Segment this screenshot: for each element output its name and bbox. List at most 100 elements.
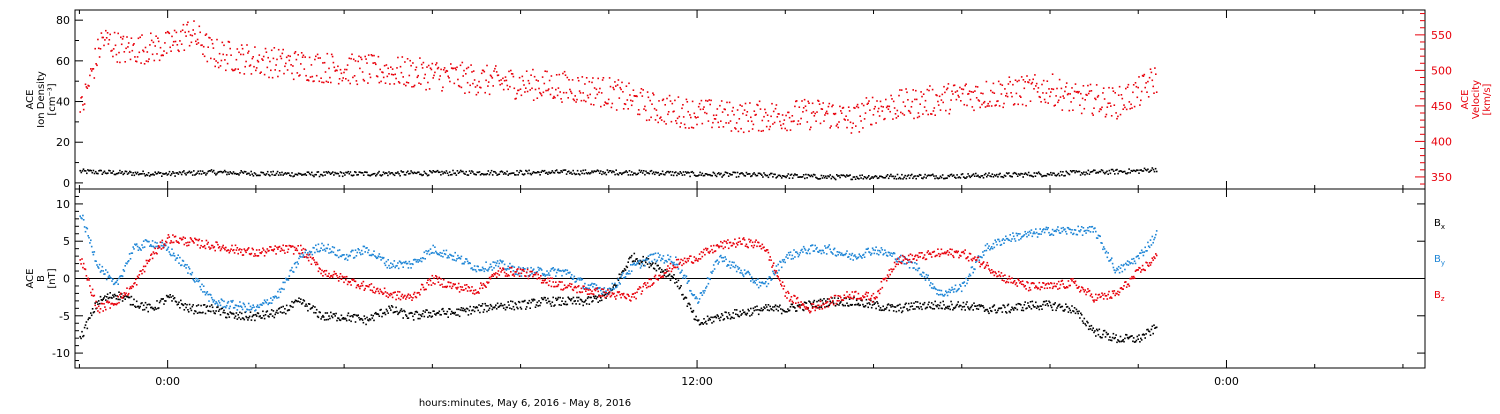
field-bz-point: [126, 287, 128, 289]
field-by-point: [1046, 227, 1048, 229]
velocity-point: [957, 90, 959, 92]
velocity-point: [349, 83, 351, 85]
field-bx-point: [370, 319, 372, 321]
field-by-point: [266, 302, 268, 304]
field-by-point: [91, 246, 93, 248]
field-bx-point: [289, 309, 291, 311]
field-by-point: [485, 261, 487, 263]
density-point: [1086, 173, 1088, 175]
field-by-point: [657, 260, 659, 262]
velocity-point: [936, 95, 938, 97]
velocity-point: [595, 97, 597, 99]
velocity-point: [147, 61, 149, 63]
field-bx-point: [951, 304, 953, 306]
velocity-point: [837, 127, 839, 129]
field-by-point: [220, 305, 222, 307]
field-by-point: [993, 243, 995, 245]
density-point: [1153, 169, 1155, 171]
field-bz-point: [220, 250, 222, 252]
field-by-point: [226, 305, 228, 307]
field-by-point: [205, 294, 207, 296]
velocity-point: [555, 89, 557, 91]
velocity-point: [663, 99, 665, 101]
field-by-point: [102, 266, 104, 268]
velocity-point: [839, 106, 841, 108]
velocity-point: [184, 32, 186, 34]
field-by-point: [1079, 231, 1081, 233]
field-bx-point: [304, 305, 306, 307]
velocity-point: [642, 95, 644, 97]
velocity-point: [918, 112, 920, 114]
density-point: [233, 171, 235, 173]
field-bx-point: [679, 287, 681, 289]
field-bx-point: [485, 305, 487, 307]
field-bx-point: [144, 309, 146, 311]
velocity-point: [612, 87, 614, 89]
velocity-point: [753, 124, 755, 126]
field-bx-point: [224, 312, 226, 314]
velocity-point: [574, 100, 576, 102]
density-point: [128, 172, 130, 174]
field-by-point: [601, 293, 603, 295]
velocity-point: [407, 58, 409, 60]
field-by-point: [841, 253, 843, 255]
field-bz-point: [109, 307, 111, 309]
velocity-point: [920, 91, 922, 93]
velocity-point: [633, 89, 635, 91]
velocity-point: [1111, 115, 1113, 117]
velocity-point: [664, 104, 666, 106]
field-bx-point: [921, 309, 923, 311]
velocity-point: [582, 92, 584, 94]
field-by-point: [483, 268, 485, 270]
field-by-point: [1111, 257, 1113, 259]
field-by-point: [515, 273, 517, 275]
velocity-point: [212, 43, 214, 45]
density-point: [437, 170, 439, 172]
field-by-point: [329, 248, 331, 250]
field-bx-point: [378, 314, 380, 316]
field-bz-point: [251, 253, 253, 255]
velocity-point: [282, 49, 284, 51]
velocity-point: [245, 61, 247, 63]
field-bx-point: [539, 305, 541, 307]
velocity-point: [468, 67, 470, 69]
field-bx-point: [345, 318, 347, 320]
field-by-point: [986, 250, 988, 252]
field-bx-point: [971, 306, 973, 308]
field-by-point: [1114, 272, 1116, 274]
field-bx-point: [97, 303, 99, 305]
velocity-point: [459, 86, 461, 88]
field-by-point: [352, 250, 354, 252]
field-by-point: [566, 273, 568, 275]
field-bx-point: [246, 317, 248, 319]
field-bz-point: [233, 249, 235, 251]
velocity-point: [559, 74, 561, 76]
velocity-point: [143, 51, 145, 53]
velocity-point: [123, 36, 125, 38]
field-bx-point: [1091, 325, 1093, 327]
velocity-point: [945, 110, 947, 112]
density-point: [171, 173, 173, 175]
field-by-point: [325, 250, 327, 252]
field-bx-point: [156, 300, 158, 302]
field-bz-point: [161, 248, 163, 250]
field-bx-point: [774, 306, 776, 308]
field-by-point: [620, 276, 622, 278]
field-bz-point: [184, 244, 186, 246]
field-bx-point: [772, 306, 774, 308]
field-bx-point: [868, 302, 870, 304]
density-point: [985, 173, 987, 175]
field-by-point: [637, 263, 639, 265]
field-by-point: [257, 304, 259, 306]
field-bx-point: [585, 299, 587, 301]
field-bx-point: [488, 309, 490, 311]
velocity-point: [591, 82, 593, 84]
density-point: [199, 173, 201, 175]
field-bx-point: [987, 311, 989, 313]
field-by-point: [1144, 251, 1146, 253]
velocity-point: [649, 119, 651, 121]
field-bx-point: [698, 319, 700, 321]
field-bx-point: [1075, 313, 1077, 315]
velocity-point: [888, 108, 890, 110]
